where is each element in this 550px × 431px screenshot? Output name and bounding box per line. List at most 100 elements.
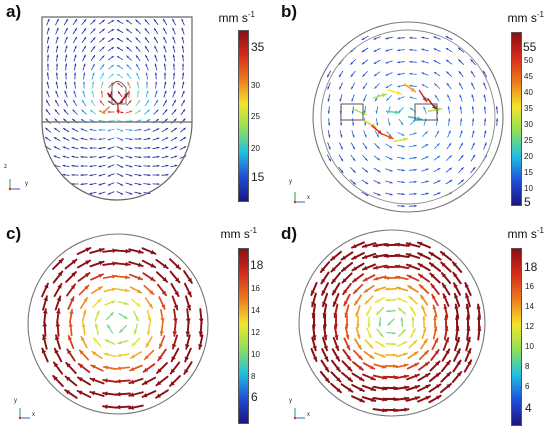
arrow-head	[148, 146, 151, 149]
arrow-head	[352, 266, 357, 271]
arrow-head	[483, 106, 487, 109]
axis-triad-label-x: x	[307, 412, 310, 418]
arrow-head	[421, 84, 425, 87]
arrow-head	[327, 86, 330, 90]
arrow-head	[85, 247, 91, 252]
arrow-head	[181, 19, 184, 22]
arrow-head	[446, 71, 449, 74]
axis-triad-label-y: y	[289, 398, 292, 404]
arrow-head	[459, 118, 463, 121]
arrow-head	[359, 387, 364, 392]
arrow-head	[328, 135, 331, 138]
arrow-head	[465, 293, 470, 299]
arrow-head	[107, 110, 110, 114]
arrow-head	[92, 72, 95, 76]
arrow-head	[362, 86, 366, 89]
arrow-head	[104, 352, 109, 357]
arrow-head	[144, 19, 147, 22]
arrow-head	[45, 137, 48, 140]
arrow-head	[162, 277, 168, 282]
colorbar-tick: 20	[251, 144, 260, 153]
arrow-head	[454, 304, 459, 309]
arrow-head	[107, 174, 111, 177]
arrow-head	[370, 397, 376, 402]
arrow-head	[409, 36, 412, 40]
arrow-head	[54, 118, 57, 121]
arrow-head	[414, 385, 420, 390]
arrow-head	[373, 61, 377, 64]
arrow-head	[403, 341, 407, 345]
arrow-head	[181, 63, 185, 66]
arrow-head	[426, 180, 429, 183]
arrow-head	[402, 204, 405, 208]
arrow-head	[156, 146, 160, 149]
arrow-head	[483, 118, 487, 121]
arrow-head	[386, 298, 390, 302]
arrow-head	[170, 381, 175, 386]
arrow-head	[46, 72, 49, 75]
arrow-head	[155, 100, 158, 103]
arrow-head	[339, 98, 342, 102]
arrow-head	[165, 137, 168, 140]
arrow-head	[456, 372, 462, 377]
arrow-head	[366, 311, 370, 316]
arrow-head	[410, 107, 413, 111]
arrow-head	[397, 297, 401, 301]
arrow-head	[413, 340, 417, 344]
arrow-head	[108, 93, 112, 98]
arrow-head	[77, 377, 83, 382]
arrow-head	[170, 368, 176, 374]
arrow-head	[111, 29, 114, 32]
arrow-head	[467, 360, 472, 365]
arrow-head	[111, 56, 114, 59]
arrow-head	[138, 192, 142, 195]
arrow-head	[155, 81, 158, 84]
colorbar-tick: 4	[525, 401, 532, 415]
arrow-head	[425, 373, 430, 378]
arrow-head	[354, 300, 359, 305]
arrow-head	[381, 93, 387, 98]
arrow-head	[385, 49, 389, 52]
arrow-head	[404, 385, 409, 390]
arrow-head	[65, 390, 71, 395]
arrow-head	[57, 271, 63, 277]
arrow-head	[156, 119, 159, 122]
arrow-head	[108, 183, 111, 186]
arrow-head	[146, 100, 149, 103]
arrow-head	[156, 393, 161, 398]
arrow-head	[80, 146, 83, 149]
arrow-head	[92, 55, 95, 58]
arrow-head	[110, 312, 114, 316]
arrow-head	[70, 284, 76, 290]
arrow-head	[138, 249, 143, 254]
arrow-head	[365, 300, 369, 304]
arrow-head	[136, 55, 139, 58]
arrow-head	[456, 349, 461, 354]
arrow-head	[47, 18, 50, 22]
arrow-head	[126, 64, 129, 67]
arrow-head	[173, 90, 176, 94]
arrow-head	[62, 155, 66, 158]
arrow-head	[434, 72, 437, 75]
arrow-head	[129, 165, 133, 168]
arrow-head	[120, 183, 123, 186]
arrow-head	[107, 147, 111, 150]
colorbar-tick: 30	[251, 81, 260, 90]
arrow-head	[80, 173, 83, 177]
arrow-head	[181, 54, 184, 57]
arrow-head	[431, 284, 436, 289]
arrow-head	[373, 265, 379, 270]
unit-exponent: -1	[536, 10, 544, 19]
arrow-head	[163, 37, 166, 40]
arrow-head	[392, 342, 396, 346]
arrow-head	[65, 37, 68, 40]
arrow-head	[67, 349, 72, 355]
arrow-head	[454, 293, 459, 299]
arrow-head	[331, 267, 336, 272]
vessel-top-view-unbaffled-alt	[293, 229, 486, 420]
arrow-head	[42, 335, 47, 340]
arrow-head	[380, 343, 385, 347]
arrow-head	[97, 299, 101, 303]
arrow-head	[373, 254, 378, 259]
arrow-head	[446, 383, 451, 389]
